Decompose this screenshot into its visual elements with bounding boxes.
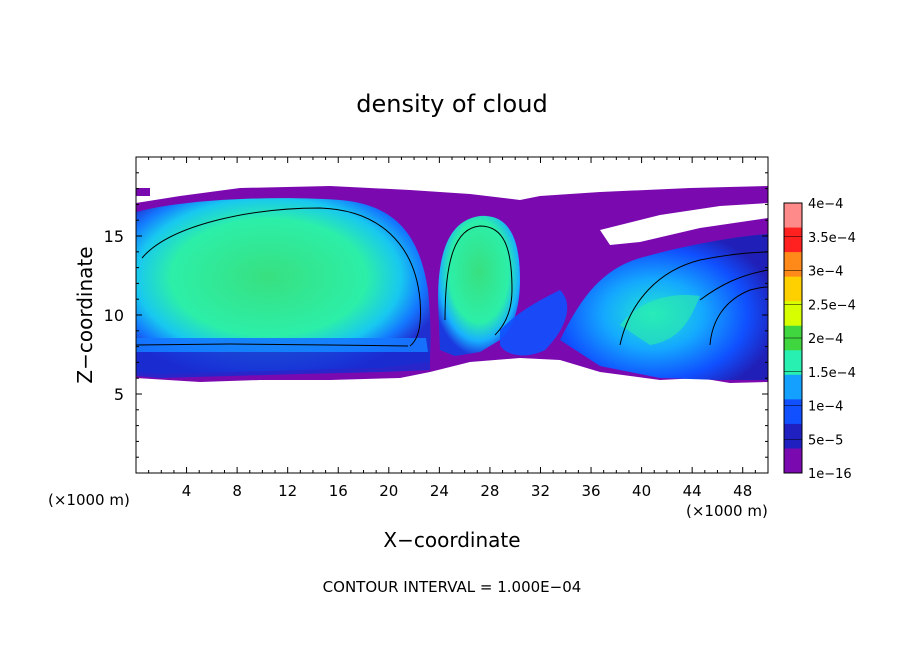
x-tick-label: 24 [430, 482, 449, 500]
main-cell [136, 198, 431, 374]
x-tick-label: 40 [632, 482, 651, 500]
contour-interval-note: CONTOUR INTERVAL = 1.000E−04 [323, 578, 582, 596]
colorbar-swatch [784, 350, 802, 376]
colorbar: 4e−4 3.5e−4 3e−4 2.5e−4 2e−4 1.5e−4 1e−4 5e−5 1e… [783, 197, 856, 482]
colorbar-label: 4e−4 [808, 197, 843, 212]
colorbar-swatch [784, 252, 802, 278]
colorbar-swatch [784, 374, 802, 400]
x-unit-left: (×1000 m) [48, 491, 130, 509]
colorbar-swatch [784, 203, 802, 229]
colorbar-label: 3e−4 [808, 265, 843, 280]
x-tick-label: 12 [278, 482, 297, 500]
y-axis: 5 10 15 [104, 172, 768, 458]
colorbar-swatch [784, 423, 802, 449]
colorbar-label: 5e−5 [808, 433, 843, 448]
x-tick-label: 44 [683, 482, 702, 500]
x-tick-label: 20 [379, 482, 398, 500]
x-tick-label: 4 [182, 482, 192, 500]
colorbar-swatch [784, 276, 802, 302]
middle-cell [438, 215, 520, 356]
chart-title: density of cloud [356, 90, 547, 118]
x-axis: 4 8 12 16 20 24 28 32 36 40 44 48 [148, 157, 756, 500]
colorbar-swatch [784, 227, 802, 253]
y-tick-label: 15 [104, 227, 124, 246]
colorbar-swatch [784, 448, 802, 474]
colorbar-label: 1e−16 [808, 467, 852, 482]
x-unit-right: (×1000 m) [686, 502, 768, 520]
x-tick-label: 16 [329, 482, 348, 500]
x-tick-label: 32 [531, 482, 550, 500]
x-axis-label: X−coordinate [383, 528, 520, 552]
y-tick-label: 10 [104, 306, 124, 325]
colorbar-swatch [784, 301, 802, 327]
y-axis-label: Z−coordinate [73, 246, 97, 383]
colorbar-label: 1e−4 [808, 400, 843, 415]
colorbar-swatch [784, 399, 802, 425]
colorbar-label: 1.5e−4 [808, 366, 856, 381]
colorbar-label: 2e−4 [808, 332, 843, 347]
colorbar-label: 2.5e−4 [808, 298, 856, 313]
x-tick-label: 8 [232, 482, 242, 500]
x-tick-label: 36 [581, 482, 600, 500]
y-tick-label: 5 [114, 385, 124, 404]
colorbar-label: 3.5e−4 [808, 231, 856, 246]
x-tick-label: 28 [480, 482, 499, 500]
x-tick-label: 48 [733, 482, 752, 500]
cloud-density-field [136, 186, 768, 383]
